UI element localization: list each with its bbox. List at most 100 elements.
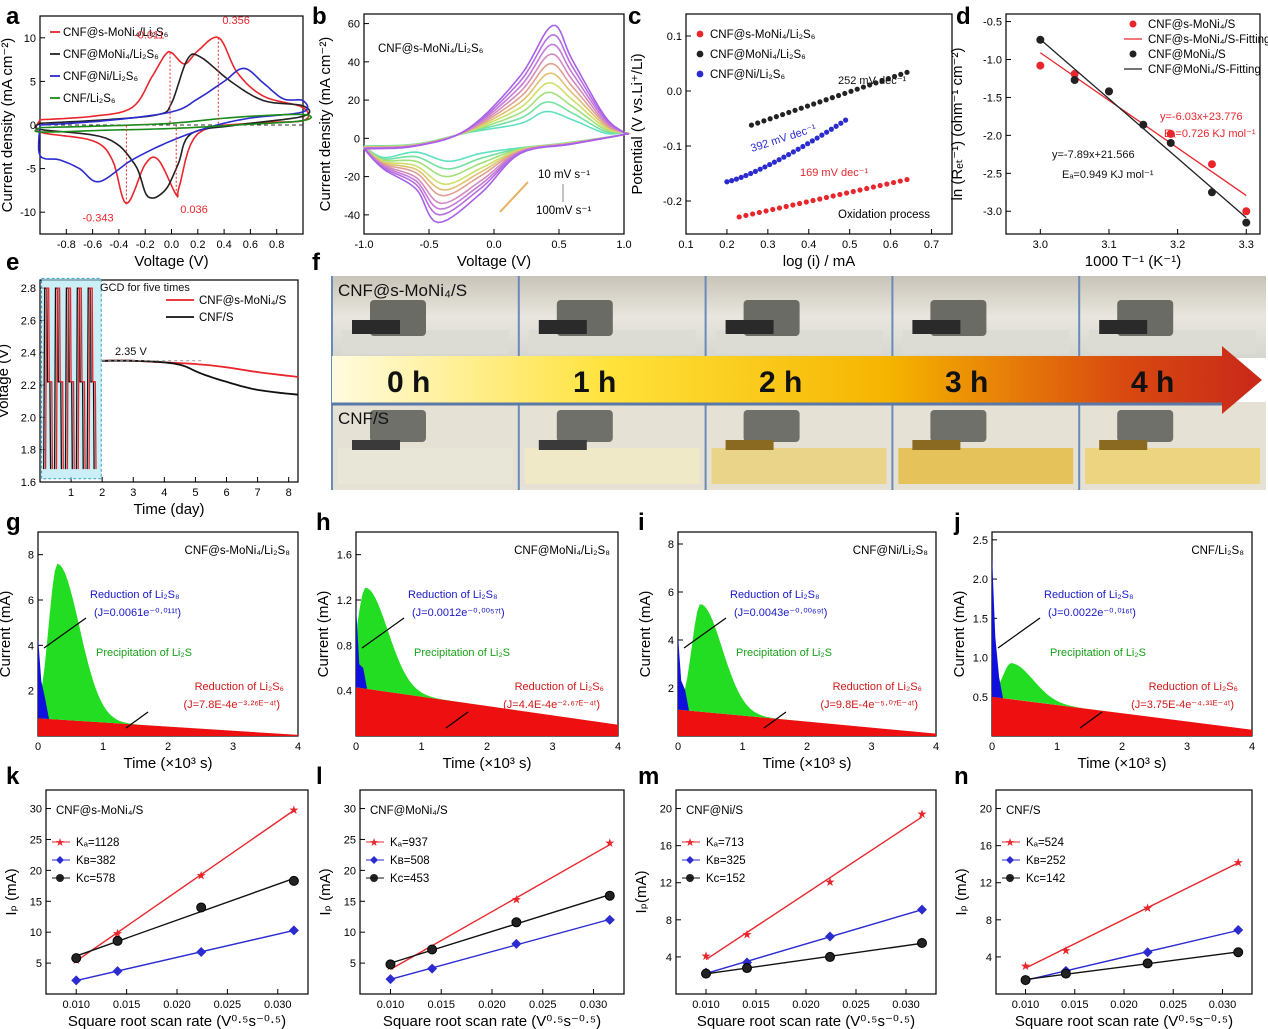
gcd-cycle [43,287,52,470]
tafel-point [817,196,823,202]
tafel-point [829,95,835,101]
electrode-sample [912,440,961,450]
gcd-cycle [88,287,97,470]
y-tick-label: 12 [660,878,672,890]
y-tick-label: 0 [354,133,360,145]
label-li2s8: Reduction of Li₂S₈ [408,589,498,601]
tafel-point [864,185,870,192]
tafel-point [776,157,782,163]
y-tick-label: 5 [36,958,42,970]
y-tick-label: 2.4 [21,348,36,360]
tafel-point [776,205,783,211]
electrode-sample [725,320,774,334]
hour-label: 3 h [945,366,988,399]
y-tick-label: 40 [348,57,360,69]
y-tick-label: 1.6 [21,477,36,489]
label-li2s8: Reduction of Li₂S₈ [1044,589,1134,601]
data-point-circle [112,935,123,946]
data-point-circle [604,890,615,901]
x-axis-label: Time (×10³ s) [442,755,531,772]
tafel-point [809,138,815,144]
area-li2s8-reduction [678,635,689,711]
label-li2s6: Reduction of Li₂S₆ [195,681,284,693]
y-axis-label: Iₚ (mA) [317,868,334,915]
data-point-circle [701,968,711,979]
label-li2s8-eq: (J=0.0061e⁻⁰·⁰¹¹ᵗ) [94,607,181,619]
pointer-line [43,617,87,649]
data-point-circle [742,963,752,974]
tafel-point [800,143,806,150]
fit-line [75,877,295,957]
self-discharge-curve [102,359,299,378]
y-tick-label: 1.2 [337,595,352,607]
slope-label: 169 mV dec⁻¹ [800,167,869,179]
arrhenius-point [1166,129,1175,138]
data-point-diamond [288,925,299,936]
tafel-point [757,166,763,172]
data-point-circle [825,951,835,962]
legend-marker: ★ [55,837,65,849]
plot-c: 0.1 0.2 0.3 0.4 0.5 0.6 0.7 -0.2 -0.1 0.0 0.1 log (… [629,13,953,270]
area-li2s6-reduction [356,687,618,736]
x-axis-label: Time (×10³ s) [123,755,212,772]
y-tick-label: 8 [986,915,992,927]
y-axis-label: Iₚ (mA) [953,868,970,915]
legend-label: CNF@MoNi₄/S-Fitting [1148,64,1261,76]
x-tick-label: 0.015 [427,999,455,1011]
data-point-diamond [427,963,438,974]
panel-letter: n [954,763,969,790]
x-tick-label: 0.6 [883,239,898,251]
peak-label: 0.036 [180,204,208,216]
data-point-diamond [604,914,615,925]
x-tick-label: 0.6 [243,239,258,251]
gcd-cycle [66,287,75,470]
label-li2s8-eq: (J=0.0043e⁻⁰·⁰⁰⁶⁹ᵗ) [734,607,827,619]
x-tick-label: 0.015 [1061,999,1089,1011]
y-tick-label: 2.5 [973,535,988,547]
tafel-point [850,188,856,195]
x-tick-label: 4 [295,741,301,753]
tafel-point [843,117,849,123]
x-axis-label: Time (day) [133,501,204,518]
x-tick-label: 2 [99,487,105,499]
tafel-point [783,203,789,210]
x-tick-label: 0.025 [214,999,242,1011]
x-tick-label: 1.0 [616,239,631,251]
y-tick-label: 60 [348,19,360,31]
y-tick-label: 1.5 [973,613,988,625]
data-point-circle [917,938,927,948]
tafel-point [823,194,830,201]
fit-equation: y=-7.89x+21.566 [1052,149,1135,161]
plot-title: CNF@s-MoNi₄/Li₂S₈ [185,545,291,557]
data-point-circle [1060,968,1071,979]
tafel-point [877,182,883,189]
x-tick-label: -1.0 [355,239,374,251]
tafel-point [781,154,787,160]
x-tick-label: 4 [933,741,939,753]
x-tick-label: 0.010 [692,999,720,1011]
arrhenius-point [1036,61,1045,70]
tafel-point [870,184,877,190]
legend-marker [696,30,704,38]
data-point-star: ★ [289,803,300,817]
x-tick-label: 0.020 [163,999,191,1011]
gcd-cycle [77,287,86,470]
plot-title: CNF@Ni/Li₂S₈ [853,545,928,557]
y-tick-label: 30 [344,804,356,816]
data-point-diamond [1233,925,1244,936]
liquid-bottom [1085,448,1260,484]
tafel-point [790,149,796,155]
arrhenius-point [1104,87,1113,96]
tafel-point [854,86,860,92]
y-tick-label: 1.6 [337,550,352,562]
x-tick-label: 0.025 [842,999,870,1011]
tafel-point [857,187,863,193]
y-tick-label: 4 [668,635,674,647]
y-tick-label: -0.5 [983,17,1002,29]
fit-line [390,844,611,971]
electrode-sample [538,440,587,450]
y-axis-label: Iₚ (mA) [3,868,20,915]
data-point-diamond [385,974,396,985]
fit-line [1025,951,1239,981]
y-tick-label: -40 [344,210,360,222]
